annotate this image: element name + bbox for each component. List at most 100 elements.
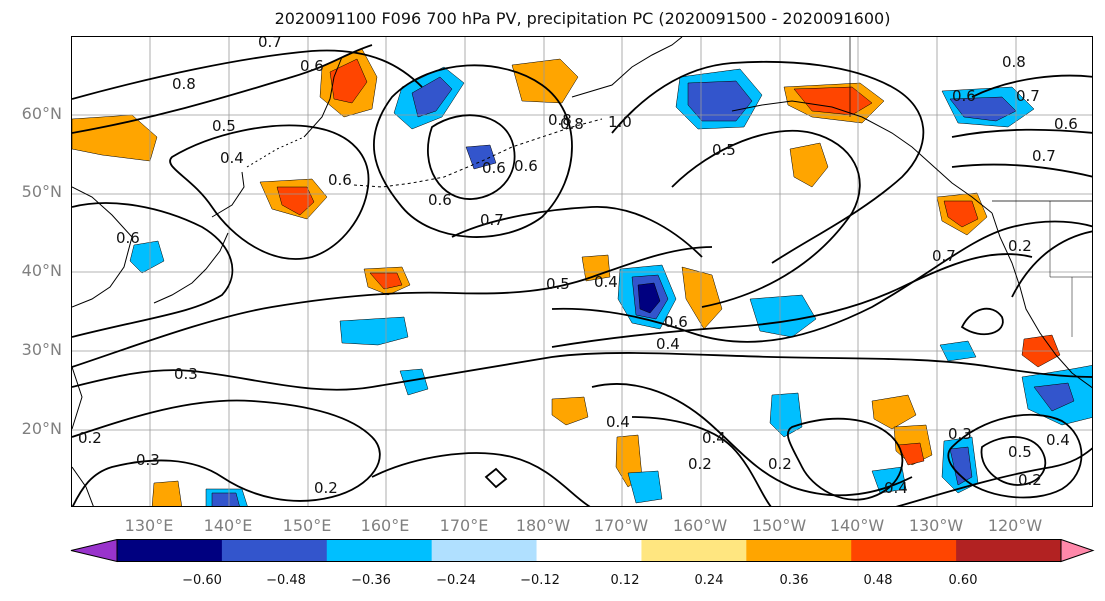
colorbar-tick: −0.24 <box>436 573 476 588</box>
pv-contour <box>372 64 573 238</box>
precip-negative-area <box>211 492 240 506</box>
precip-positive-area <box>793 86 873 116</box>
lon-label-130e: 130°E <box>124 516 174 535</box>
colorbar-bin <box>326 539 433 562</box>
coastline-west-america <box>991 212 1092 389</box>
lon-label-170e: 170°E <box>439 516 489 535</box>
precip-negative-area <box>465 144 497 170</box>
colorbar-bin <box>956 539 1062 562</box>
precip-negative-area <box>129 240 165 274</box>
pv-contour <box>960 307 1004 336</box>
contour-label: 0.3 <box>136 451 160 469</box>
pv-contour <box>484 467 508 489</box>
coastline-kuril <box>246 136 305 168</box>
lon-label-160e: 160°E <box>360 516 410 535</box>
contour-label: 0.6 <box>1054 115 1078 133</box>
precip-positive-area <box>581 254 611 282</box>
border-states <box>1049 201 1092 337</box>
contour-label: 0.2 <box>78 429 102 447</box>
pv-contour <box>371 452 591 506</box>
pv-contour <box>631 416 772 506</box>
pv-contours <box>72 44 1092 506</box>
colorbar-tick: 0.12 <box>610 573 640 588</box>
lon-label-130w: 130°W <box>908 516 964 535</box>
map-panel: 0.8 0.6 0.7 0.5 0.4 0.6 0.6 0.8 1.0 0.5 … <box>71 36 1093 507</box>
contour-label: 0.7 <box>932 247 956 265</box>
precip-negative-area <box>687 80 753 122</box>
precip-negative-area <box>411 76 453 118</box>
contour-label: 0.2 <box>314 479 338 497</box>
contour-labels: 0.8 0.6 0.7 0.5 0.4 0.6 0.6 0.8 1.0 0.5 … <box>78 37 1078 497</box>
contour-label: 0.4 <box>594 273 618 291</box>
colorbar-tick: −0.12 <box>520 573 560 588</box>
coastline-asia-south <box>72 366 83 430</box>
lat-label-30n: 30°N <box>21 340 62 359</box>
precip-negative-area <box>749 294 817 338</box>
lon-label-150e: 150°E <box>282 516 332 535</box>
precip-positive-area <box>329 58 368 104</box>
colorbar-bin <box>641 539 747 562</box>
colorbar-bin <box>431 539 538 562</box>
colorbar-outline <box>116 539 1062 562</box>
lon-label-180w: 180°W <box>515 516 571 535</box>
precip-negative-area <box>949 446 973 486</box>
pv-contour <box>951 128 1092 138</box>
colorbar-bin <box>117 539 223 562</box>
contour-label: 0.4 <box>656 335 680 353</box>
contour-label: 0.4 <box>606 413 630 431</box>
contour-label: 0.6 <box>514 157 538 175</box>
contour-label: 0.4 <box>884 479 908 497</box>
precip-negative-area <box>627 470 663 504</box>
lon-label-150w: 150°W <box>751 516 807 535</box>
lat-label-40n: 40°N <box>21 261 62 280</box>
contour-label: 0.3 <box>948 425 972 443</box>
lon-label-120w: 120°W <box>987 516 1043 535</box>
coastline-asia-far-south <box>72 466 94 506</box>
precip-negative-area <box>637 282 661 314</box>
pv-contour <box>611 60 925 264</box>
contour-label: 0.7 <box>1016 87 1040 105</box>
map-canvas: 0.8 0.6 0.7 0.5 0.4 0.6 0.6 0.8 1.0 0.5 … <box>72 37 1092 506</box>
colorbar-segments <box>70 539 1095 563</box>
contour-label: 0.6 <box>952 87 976 105</box>
pv-contour <box>551 253 1033 348</box>
contour-label: 0.5 <box>546 275 570 293</box>
pv-contour <box>980 436 1047 486</box>
pv-contour <box>72 352 1092 391</box>
precip-negative-area <box>399 368 429 396</box>
colorbar-tick: −0.36 <box>351 573 391 588</box>
contour-label: 0.2 <box>1008 237 1032 255</box>
pv-contour <box>72 44 373 134</box>
lat-label-60n: 60°N <box>21 104 62 123</box>
colorbar-tick: 0.24 <box>694 573 724 588</box>
pv-contour <box>551 220 1092 343</box>
precip-positive-area <box>871 394 917 430</box>
precip-positive-area <box>789 142 829 188</box>
colorbar-tick: −0.48 <box>266 573 306 588</box>
pv-contour <box>787 417 904 501</box>
coastline-alaska <box>571 37 993 214</box>
colorbar-bin <box>746 539 852 562</box>
colorbar-bin <box>536 539 642 562</box>
coastline-japan <box>153 171 245 304</box>
colorbar-tick: 0.36 <box>779 573 809 588</box>
precip-negative-area <box>871 466 907 494</box>
contour-label: 0.4 <box>702 429 726 447</box>
pv-contour <box>169 124 370 260</box>
lat-label-50n: 50°N <box>21 182 62 201</box>
pv-contour <box>671 129 861 308</box>
pv-contour <box>1011 230 1092 298</box>
lon-label-140w: 140°W <box>829 516 885 535</box>
pv-contour <box>451 206 703 258</box>
contour-label: 0.4 <box>220 149 244 167</box>
colorbar-bin <box>221 539 328 562</box>
contour-label: 0.3 <box>174 365 198 383</box>
precip-positive-area <box>551 396 589 426</box>
contour-label: 1.0 <box>608 113 632 131</box>
contour-label: 0.8 <box>1002 53 1026 71</box>
precip-positive-area <box>897 442 925 466</box>
contour-label: 0.6 <box>482 159 506 177</box>
contour-label: 0.6 <box>664 313 688 331</box>
colorbar-tick: 0.60 <box>948 573 978 588</box>
contour-label: 0.6 <box>328 171 352 189</box>
